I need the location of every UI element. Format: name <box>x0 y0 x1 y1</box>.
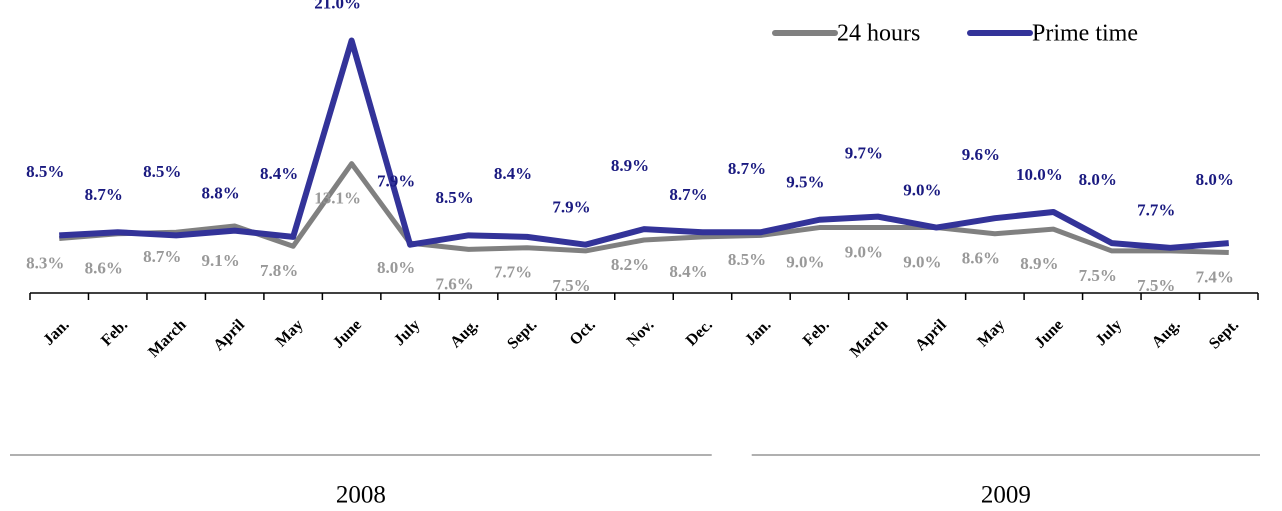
group-label: 2008 <box>336 482 386 509</box>
x-tick-label: July <box>391 316 424 349</box>
legend-label: 24 hours <box>837 21 920 47</box>
value-label: 8.8% <box>202 184 240 203</box>
x-tick-label: Feb. <box>800 316 833 349</box>
value-label: 8.3% <box>26 253 64 272</box>
value-label: 7.5% <box>1137 276 1175 295</box>
value-label: 8.7% <box>669 185 707 204</box>
value-label: 9.0% <box>903 252 941 271</box>
value-label: 8.0% <box>1079 170 1117 189</box>
x-tick-label: Feb. <box>98 316 131 349</box>
value-label: 8.4% <box>494 164 532 183</box>
value-label: 8.2% <box>611 255 649 274</box>
value-label: 9.0% <box>845 242 883 261</box>
legend-label: Prime time <box>1032 21 1138 47</box>
value-label: 8.4% <box>260 164 298 183</box>
value-label: 9.0% <box>786 252 824 271</box>
x-tick-label: July <box>1092 316 1125 349</box>
value-label: 7.5% <box>552 276 590 295</box>
value-label: 8.5% <box>435 188 473 207</box>
x-tick-label: May <box>974 316 1008 350</box>
x-tick-label: Nov. <box>624 316 658 350</box>
x-tick-label: April <box>210 316 248 354</box>
value-label: 9.5% <box>786 173 824 192</box>
value-label: 8.4% <box>669 262 707 281</box>
value-label: 9.6% <box>962 145 1000 164</box>
x-tick-label: Sept. <box>504 316 540 352</box>
value-label: 7.7% <box>494 263 532 282</box>
x-tick-label: Aug. <box>1149 316 1184 351</box>
value-label: 9.7% <box>845 144 883 163</box>
value-label: 7.5% <box>1079 266 1117 285</box>
value-label: 7.6% <box>435 274 473 293</box>
series-line <box>59 37 1230 251</box>
value-label: 9.0% <box>903 180 941 199</box>
value-label: 7.4% <box>1196 267 1234 286</box>
value-label: 7.7% <box>1137 201 1175 220</box>
x-tick-label: Dec. <box>683 316 716 349</box>
value-label: 8.7% <box>143 247 181 266</box>
x-tick-label: June <box>330 316 365 351</box>
value-label: 13.1% <box>314 189 361 208</box>
x-tick-label: Jan. <box>40 316 72 348</box>
value-label: 8.5% <box>26 162 64 181</box>
x-tick-label: Aug. <box>447 316 482 351</box>
x-tick-label: June <box>1031 316 1066 351</box>
value-label: 8.5% <box>728 250 766 269</box>
group-label: 2009 <box>981 482 1031 509</box>
value-label: 10.0% <box>1016 165 1063 184</box>
x-tick-label: March <box>145 316 190 361</box>
value-label: 8.0% <box>377 258 415 277</box>
value-label: 7.8% <box>260 261 298 280</box>
x-tick-label: March <box>847 316 892 361</box>
value-label: 21.0% <box>314 0 361 12</box>
x-tick-label: Sept. <box>1206 316 1242 352</box>
value-label: 7.9% <box>552 198 590 217</box>
value-label: 8.7% <box>85 185 123 204</box>
value-label: 7.9% <box>377 172 415 191</box>
x-tick-label: Jan. <box>742 316 774 348</box>
x-tick-label: Oct. <box>567 316 599 348</box>
x-tick-label: May <box>273 316 307 350</box>
value-label: 8.5% <box>143 162 181 181</box>
value-label: 8.6% <box>962 249 1000 268</box>
value-label: 8.9% <box>1020 254 1058 273</box>
value-label: 8.7% <box>728 159 766 178</box>
value-label: 9.1% <box>202 251 240 270</box>
value-label: 8.0% <box>1196 170 1234 189</box>
x-tick-label: April <box>912 316 950 354</box>
value-label: 8.6% <box>85 259 123 278</box>
value-label: 8.9% <box>611 156 649 175</box>
